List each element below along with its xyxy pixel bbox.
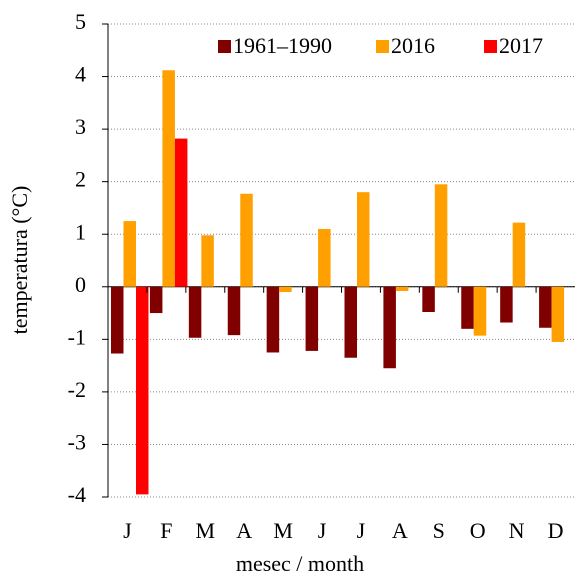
bar bbox=[279, 286, 292, 293]
y-tick-label: -4 bbox=[68, 482, 86, 507]
bar bbox=[512, 222, 526, 287]
x-tick-label: M bbox=[273, 518, 293, 543]
bar bbox=[422, 286, 435, 313]
y-tick-label: -2 bbox=[68, 377, 86, 402]
bar bbox=[136, 286, 149, 495]
bar bbox=[383, 286, 396, 369]
bar bbox=[395, 286, 409, 291]
legend-swatch bbox=[218, 40, 231, 53]
legend-label: 2016 bbox=[391, 33, 435, 58]
x-tick-label: J bbox=[318, 518, 327, 543]
bar bbox=[188, 286, 202, 338]
y-tick-label: 4 bbox=[75, 62, 86, 87]
x-tick-label: J bbox=[123, 518, 132, 543]
bar bbox=[500, 286, 513, 323]
bar bbox=[111, 286, 124, 354]
x-tick-label: A bbox=[392, 518, 408, 543]
x-tick-label: O bbox=[470, 518, 486, 543]
x-tick-label: F bbox=[160, 518, 172, 543]
x-tick-label: M bbox=[196, 518, 216, 543]
x-tick-label: A bbox=[236, 518, 252, 543]
bar bbox=[149, 286, 163, 314]
y-tick-label: 2 bbox=[75, 167, 86, 192]
y-tick-label: 3 bbox=[75, 114, 86, 139]
bar bbox=[162, 70, 175, 287]
bar bbox=[434, 184, 448, 287]
x-tick-label: D bbox=[548, 518, 564, 543]
bar bbox=[473, 286, 487, 336]
bar bbox=[357, 192, 370, 287]
y-tick-label: -3 bbox=[68, 429, 86, 454]
bar bbox=[539, 286, 552, 328]
bar bbox=[318, 228, 331, 287]
legend-swatch bbox=[484, 40, 497, 53]
x-tick-label: S bbox=[433, 518, 445, 543]
bar bbox=[240, 193, 253, 287]
bar bbox=[174, 138, 188, 287]
bar bbox=[227, 286, 241, 336]
bar bbox=[266, 286, 280, 353]
bar bbox=[201, 235, 214, 287]
bar bbox=[461, 286, 474, 329]
legend-swatch bbox=[376, 40, 389, 53]
y-tick-label: 1 bbox=[75, 219, 86, 244]
y-tick-label: 5 bbox=[75, 9, 86, 34]
x-tick-label: J bbox=[357, 518, 366, 543]
x-tick-label: N bbox=[509, 518, 525, 543]
bar bbox=[305, 286, 319, 351]
y-axis-label: temperatura (°C) bbox=[7, 186, 32, 335]
legend-label: 1961–1990 bbox=[233, 33, 332, 58]
y-tick-label: -1 bbox=[68, 324, 86, 349]
y-tick-label: 0 bbox=[75, 272, 86, 297]
bar bbox=[551, 286, 565, 342]
x-axis-label: mesec / month bbox=[236, 551, 364, 576]
legend-label: 2017 bbox=[499, 33, 543, 58]
bar bbox=[344, 286, 357, 358]
bar bbox=[123, 221, 136, 287]
